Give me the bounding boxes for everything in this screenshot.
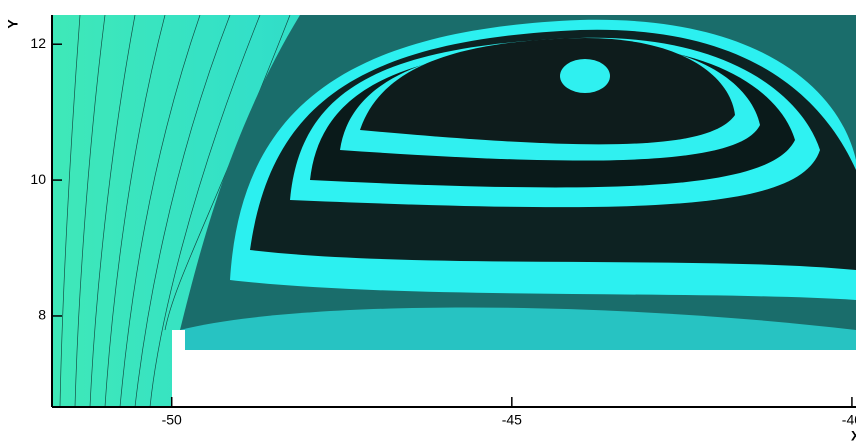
y-axis-label: Y (5, 19, 21, 29)
x-tick-label: -50 (162, 412, 182, 428)
x-tick-label: -45 (502, 412, 522, 428)
y-tick-label: 12 (30, 35, 46, 51)
y-tick-label: 8 (38, 307, 46, 323)
x-tick-label: -40 (842, 412, 856, 428)
y-tick-label: 10 (30, 171, 46, 187)
flow-field (52, 15, 856, 407)
x-axis-label: X (851, 428, 856, 443)
